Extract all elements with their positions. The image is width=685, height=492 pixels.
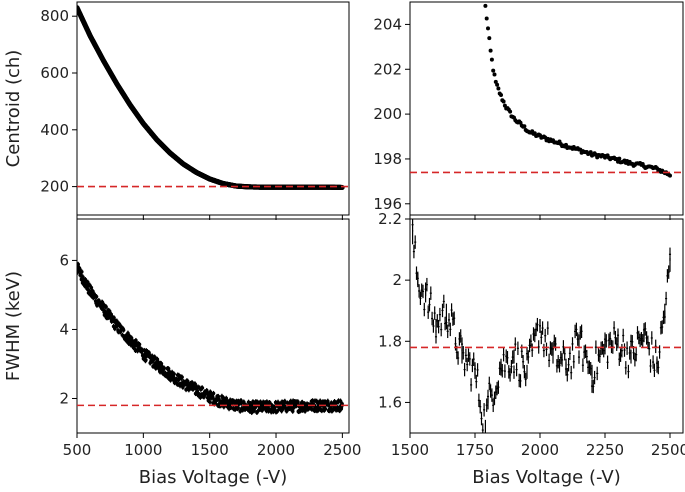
data-point [172, 372, 176, 376]
data-point [79, 269, 84, 274]
x-tick-label: 1500 [391, 441, 429, 459]
data-point [489, 57, 494, 62]
data-point [495, 82, 500, 87]
data-point [290, 409, 295, 414]
x-tick-label: 2000 [257, 441, 295, 459]
x-tick-label: 1000 [124, 441, 162, 459]
data-point [668, 173, 672, 178]
data-point [331, 408, 335, 412]
x-axis-label: Bias Voltage (-V) [139, 467, 288, 488]
data-point [508, 109, 513, 114]
data-point [522, 124, 527, 129]
data-point [588, 150, 593, 155]
y-tick-label: 1.8 [378, 332, 402, 350]
y-tick-label: 2 [59, 389, 69, 407]
data-point [208, 400, 212, 404]
data-point [144, 358, 148, 362]
data-point [154, 366, 158, 371]
data-point [184, 387, 188, 392]
panel-centroid-zoom: 196 198 200 202 204 [373, 1, 684, 220]
data-layer [77, 261, 344, 416]
y-axis-label: FWHM (keV) [3, 271, 24, 381]
data-point [564, 142, 568, 147]
y-tick-label: 202 [373, 60, 402, 78]
y-tick-label: 400 [40, 121, 69, 139]
data-point [617, 156, 622, 161]
data-layer [483, 3, 672, 178]
data-point [275, 409, 280, 414]
data-point [486, 26, 490, 31]
data-point [491, 68, 496, 73]
data-point [185, 379, 190, 384]
data-point [94, 294, 99, 299]
panel-centroid-full: 200 400 600 800 Centroid (ch) [3, 1, 350, 220]
x-tick-label: 2500 [323, 441, 361, 459]
data-point [147, 350, 151, 355]
y-axis-label: Centroid (ch) [3, 50, 24, 168]
plot-frame [409, 218, 684, 434]
plot-frame [76, 1, 350, 216]
plot-frame [409, 1, 684, 216]
data-point [77, 262, 80, 267]
panel-fwhm-zoom: 1500 1750 2000 2250 2500 1.6 1.8 2 2.2 Bias Volta… [378, 210, 685, 488]
data-point [483, 3, 488, 8]
data-point [162, 366, 166, 370]
x-tick-label: 2000 [521, 441, 559, 459]
data-point [488, 48, 493, 53]
x-tick-label: 1750 [456, 441, 494, 459]
data-point [200, 386, 205, 390]
data-point [487, 36, 492, 41]
y-tick-label: 600 [40, 64, 69, 82]
y-tick-label: 200 [373, 105, 402, 123]
data-point [77, 267, 82, 271]
data-point [121, 328, 126, 332]
y-tick-label: 2.2 [378, 210, 402, 228]
plot-frame [76, 218, 350, 434]
data-point [126, 331, 130, 335]
data-point [210, 395, 215, 399]
data-point [180, 375, 184, 379]
y-tick-label: 800 [40, 7, 69, 25]
x-tick-label: 2500 [651, 441, 685, 459]
x-tick-label: 1500 [191, 441, 229, 459]
data-point [323, 407, 328, 411]
data-point [338, 399, 343, 403]
data-point [137, 342, 142, 347]
panel-fwhm-full: 500 1000 1500 2000 2500 2 4 6 Bias Voltage (-V) F… [3, 218, 361, 488]
data-point [325, 399, 330, 403]
data-point [484, 16, 489, 21]
x-axis-label: Bias Voltage (-V) [472, 467, 621, 488]
data-point [253, 405, 258, 410]
data-point [211, 391, 216, 396]
data-layer [411, 219, 672, 433]
y-tick-label: 1.6 [378, 393, 402, 411]
data-point [224, 396, 229, 401]
data-point [236, 406, 241, 410]
y-tick-label: 6 [59, 251, 69, 269]
data-point [89, 285, 94, 290]
data-point [499, 92, 503, 97]
y-tick-label: 4 [59, 320, 69, 338]
y-tick-label: 200 [40, 178, 69, 196]
data-layer [77, 5, 345, 191]
data-point [296, 399, 300, 404]
x-tick-label: 2250 [586, 441, 624, 459]
y-tick-label: 198 [373, 150, 402, 168]
y-tick-label: 2 [392, 271, 402, 289]
data-point [496, 86, 501, 91]
data-point [339, 184, 345, 191]
data-point [280, 407, 285, 412]
data-point [492, 72, 497, 77]
y-tick-label: 196 [373, 195, 402, 213]
data-point [501, 99, 506, 104]
x-tick-label: 500 [63, 441, 92, 459]
data-point [104, 304, 108, 309]
y-tick-label: 204 [373, 15, 402, 33]
